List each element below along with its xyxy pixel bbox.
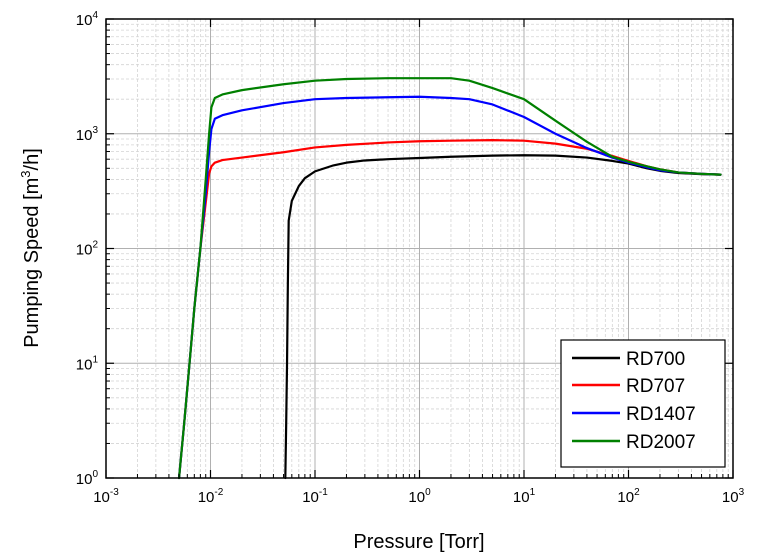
y-axis-label-suffix: /h] (21, 148, 43, 170)
y-tick-exp: 0 (92, 469, 98, 480)
y-tick-exp: 2 (92, 240, 98, 251)
legend-label-rd700: RD700 (626, 349, 685, 370)
x-tick-label: 102 (617, 487, 640, 506)
y-tick-base: 10 (76, 127, 93, 144)
legend-label-rd1407: RD1407 (626, 404, 696, 425)
x-tick-exp: 3 (739, 487, 745, 498)
legend-label-rd707: RD707 (626, 376, 685, 397)
y-tick-base: 10 (76, 471, 93, 488)
y-tick-base: 10 (76, 12, 93, 29)
y-tick-label: 100 (76, 469, 99, 488)
series-layer (177, 77, 722, 480)
x-tick-base: 10 (513, 489, 530, 506)
legend-label-rd2007: RD2007 (626, 432, 696, 453)
x-tick-label: 101 (513, 487, 536, 506)
x-tick-base: 10 (722, 489, 739, 506)
x-tick-exp: -2 (214, 487, 223, 498)
tick-marks (105, 18, 734, 479)
y-tick-label: 103 (76, 125, 99, 144)
legend: RD700 RD707 RD1407 RD2007 (560, 339, 726, 468)
y-axis-label-prefix: Pumping Speed [m (21, 178, 43, 348)
y-axis-label: Pumping Speed [m3/h] (18, 148, 43, 348)
y-tick-base: 10 (76, 242, 93, 259)
x-tick-label: 10-3 (93, 487, 119, 506)
x-tick-label: 100 (408, 487, 431, 506)
x-tick-label: 10-1 (302, 487, 328, 506)
x-tick-base: 10 (302, 489, 319, 506)
legend-box (560, 339, 726, 468)
x-tick-exp: -1 (319, 487, 328, 498)
y-tick-exp: 4 (92, 10, 98, 21)
y-tick-exp: 3 (92, 125, 98, 136)
x-tick-base: 10 (617, 489, 634, 506)
y-tick-base: 10 (76, 356, 93, 373)
y-tick-exp: 1 (92, 354, 98, 365)
x-tick-exp: 1 (530, 487, 536, 498)
series-line-rd2007 (177, 77, 722, 480)
x-tick-exp: 2 (634, 487, 640, 498)
x-tick-exp: 0 (425, 487, 431, 498)
y-axis-label-sup: 3 (18, 170, 33, 177)
y-tick-label: 101 (76, 354, 99, 373)
x-tick-base: 10 (93, 489, 110, 506)
x-tick-label: 10-2 (198, 487, 224, 506)
y-tick-label: 102 (76, 240, 99, 259)
x-tick-base: 10 (198, 489, 215, 506)
x-tick-exp: -3 (110, 487, 119, 498)
x-axis-label: Pressure [Torr] (353, 531, 484, 553)
x-tick-base: 10 (408, 489, 425, 506)
x-tick-label: 103 (722, 487, 745, 506)
y-tick-label: 104 (76, 10, 99, 29)
